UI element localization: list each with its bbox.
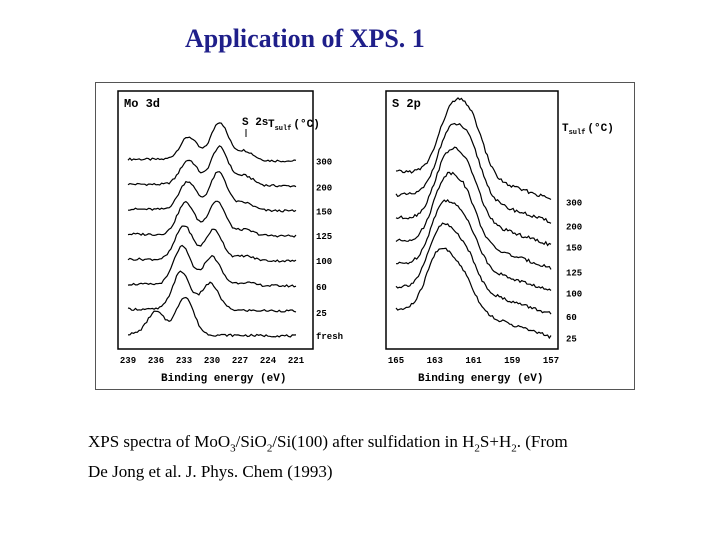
caption-sub3: 3 (230, 442, 236, 455)
spectrum-curve-150 (395, 146, 552, 247)
panel-s2p-frame (385, 90, 559, 350)
mo3d-xlabel: Binding energy (eV) (161, 373, 286, 385)
x-tick-label: 224 (260, 356, 277, 366)
x-tick-label: 230 (204, 356, 220, 366)
spectrum-curve-200 (395, 122, 552, 224)
temperature-label-300: 300 (566, 199, 582, 209)
x-tick-label: 165 (388, 356, 404, 366)
legend-sub-right: sulf (569, 129, 586, 137)
spectrum-curve-25 (127, 270, 297, 313)
temperature-label-200: 200 (566, 222, 582, 232)
temperature-label-25: 25 (566, 335, 577, 345)
temperature-label-60: 60 (566, 313, 577, 323)
caption-sub2b: 2 (474, 442, 480, 455)
spectrum-curve-200 (127, 145, 297, 188)
caption-part3: S+H (479, 432, 512, 451)
panel-mo3d: Mo 3d S 2s Tsulf (°C) 300 200 150 125 100 60 25… (117, 90, 343, 385)
temperature-label-125: 125 (316, 232, 332, 242)
x-tick-label: 239 (120, 356, 136, 366)
spectrum-curve-60 (395, 222, 552, 315)
caption-o2: O (254, 432, 267, 451)
x-tick-label: 163 (427, 356, 443, 366)
s2s-peak-label: S 2s (242, 117, 268, 129)
temperature-label-60: 60 (316, 283, 327, 293)
temperature-label-150: 150 (566, 243, 582, 253)
caption-sub2c: 2 (511, 442, 517, 455)
caption-sub2a: 2 (266, 442, 273, 455)
spectrum-curve-150 (127, 171, 297, 213)
x-tick-label: 227 (232, 356, 248, 366)
panel-mo3d-label: Mo 3d (124, 97, 160, 111)
caption-line2: De Jong et al. J. Phys. Chem (1993) (88, 462, 333, 482)
mo3d-temperature-labels: 300 200 150 125 100 60 25 fresh (316, 157, 343, 342)
temperature-label-300: 300 (316, 157, 332, 167)
x-tick-label: 233 (176, 356, 192, 366)
figure-frame: Mo 3d S 2s Tsulf (°C) 300 200 150 125 100 60 25… (95, 82, 635, 390)
spectrum-curve-fresh (127, 296, 297, 338)
caption-o: O (217, 432, 231, 451)
legend-sub-left: sulf (275, 125, 292, 133)
caption-part2: /Si(100) after sulfidation in H (272, 432, 475, 451)
x-tick-label: 157 (543, 356, 559, 366)
legend-unit-left: (°C) (293, 119, 319, 131)
legend-title-left: Tsulf (°C) (268, 119, 320, 133)
x-tick-label: 161 (465, 356, 482, 366)
x-tick-label: 159 (504, 356, 520, 366)
slide-title: Application of XPS. 1 (185, 24, 425, 53)
mo3d-x-ticks: 239 236 233 230 227 224 221 (120, 356, 305, 366)
spectrum-curve-25 (395, 247, 552, 340)
spectrum-curve-300 (395, 97, 552, 201)
temperature-label-125: 125 (566, 268, 582, 278)
s2p-curves (395, 97, 552, 340)
temperature-label-150: 150 (316, 207, 332, 217)
xps-figure: Mo 3d S 2s Tsulf (°C) 3002001501251006025… (117, 90, 614, 385)
s2p-xlabel: Binding energy (eV) (418, 373, 543, 385)
temperature-label-100: 100 (566, 290, 582, 300)
legend-t-right: T (562, 123, 569, 135)
spectrum-curve-125 (395, 171, 552, 270)
caption-part4: . (From (516, 432, 568, 451)
mo3d-curves (127, 122, 297, 338)
caption-slash-si: /Si (235, 432, 255, 451)
spectrum-curve-300 (127, 122, 297, 163)
legend-title-right: Tsulf (°C) (562, 123, 614, 137)
legend-t-left: T (268, 119, 275, 131)
x-tick-label: 221 (288, 356, 305, 366)
s2p-temperature-labels: 300 200 150 125 100 60 25 (566, 199, 582, 345)
s2p-x-ticks: 165 163 161 159 157 (388, 356, 559, 366)
temperature-label-fresh: fresh (316, 332, 343, 342)
panel-s2p-label: S 2p (392, 97, 421, 111)
temperature-label-100: 100 (316, 257, 332, 267)
x-tick-label: 236 (148, 356, 164, 366)
spectrum-curve-60 (127, 244, 297, 288)
caption-part1: XPS spectra of Mo (88, 432, 218, 451)
temperature-label-200: 200 (316, 184, 332, 194)
spectrum-curve-125 (127, 200, 297, 238)
figure-caption: XPS spectra of MoO3/SiO2/Si(100) after s… (88, 430, 678, 484)
spectrum-curve-100 (396, 198, 552, 291)
spectrum-curve-100 (127, 225, 297, 263)
panel-mo3d-frame (117, 90, 314, 350)
legend-unit-right: (°C) (587, 123, 613, 135)
temperature-label-25: 25 (316, 309, 327, 319)
